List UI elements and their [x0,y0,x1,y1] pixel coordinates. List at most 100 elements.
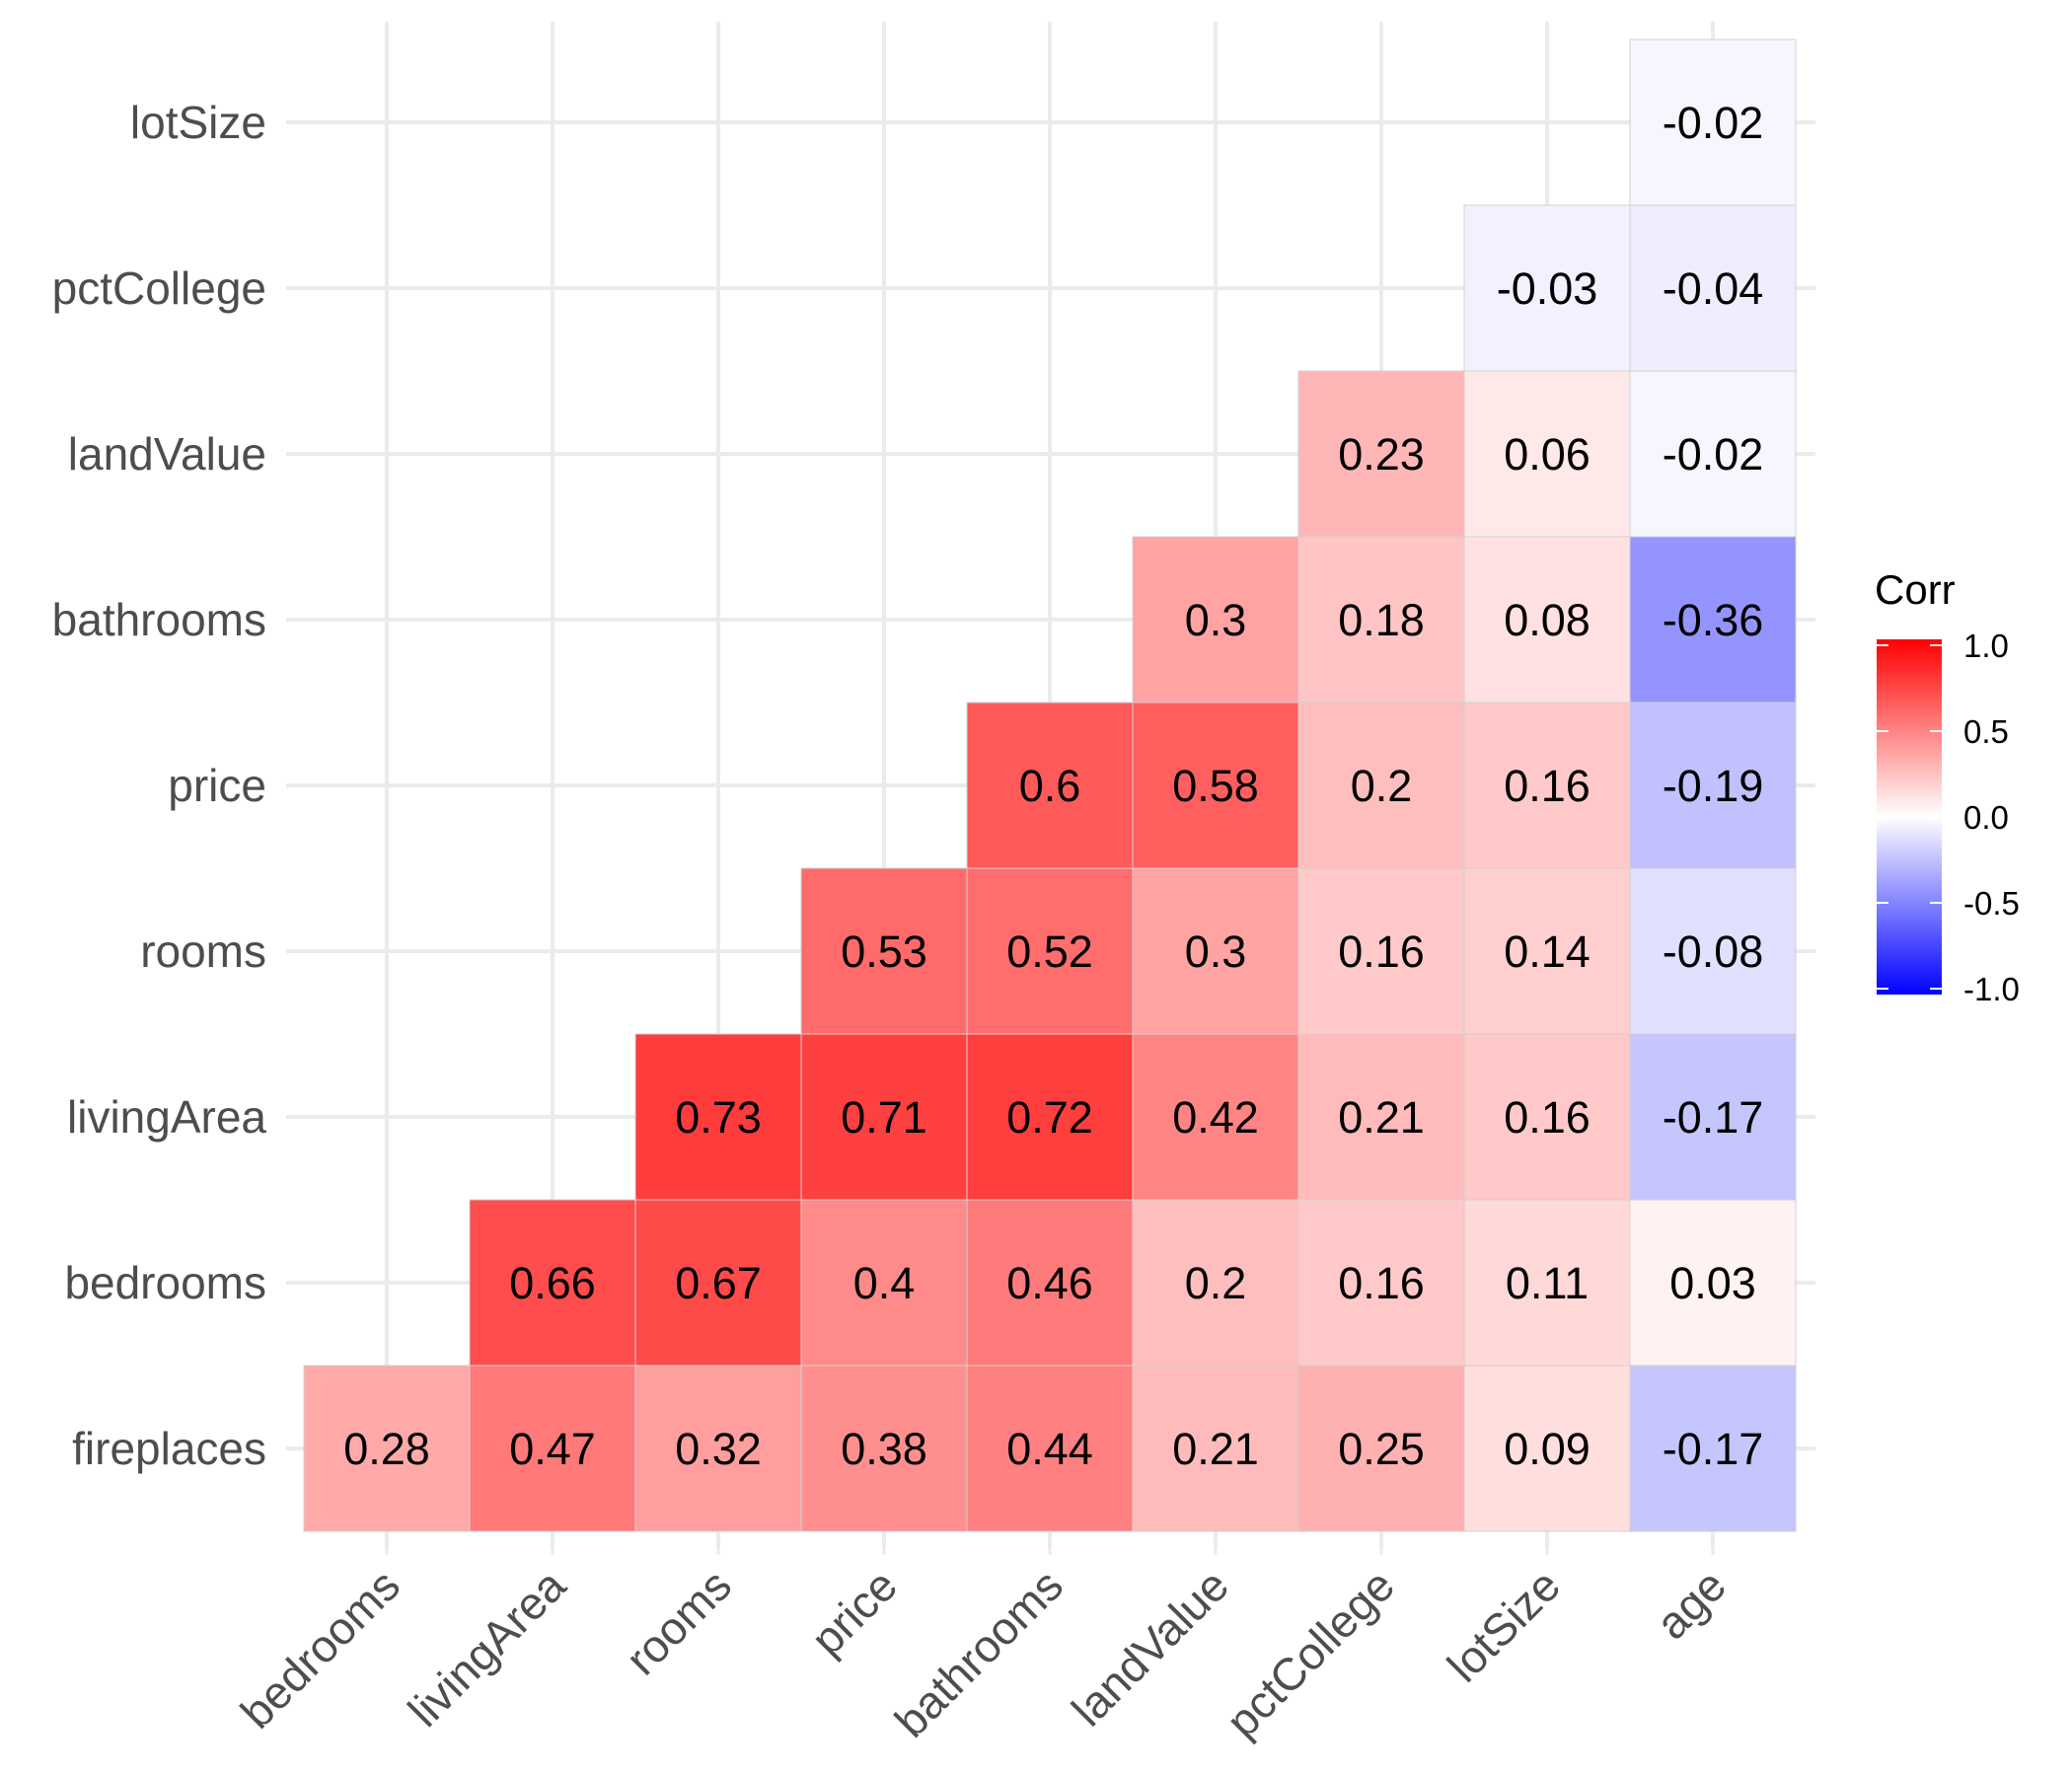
cell-value-label-fireplaces-livingArea: 0.47 [509,1424,596,1474]
heatmap-cell-fireplaces-bathrooms [966,1365,1134,1532]
x-tick-label-price: price [801,1559,907,1665]
heatmap-cell-price-pctCollege [1297,702,1465,869]
heatmap-cell-livingArea-rooms [634,1033,802,1201]
cell-value-label-fireplaces-bathrooms: 0.44 [1006,1424,1093,1474]
heatmap-cell-bathrooms-age [1629,536,1797,703]
cell-value-label-fireplaces-price: 0.38 [841,1424,927,1474]
y-tick-label-rooms: rooms [140,925,266,977]
cell-value-label-rooms-bathrooms: 0.52 [1006,926,1093,977]
cell-value-label-livingArea-landValue: 0.42 [1172,1092,1259,1143]
cell-value-label-livingArea-pctCollege: 0.21 [1338,1092,1425,1143]
cell-value-label-livingArea-age: -0.17 [1663,1092,1764,1143]
heatmap-cell-bathrooms-landValue [1132,536,1299,703]
heatmap-cell-bedrooms-livingArea [469,1199,636,1367]
cell-value-label-fireplaces-lotSize: 0.09 [1504,1424,1591,1474]
cell-value-label-lotSize-age: -0.02 [1663,98,1764,148]
heatmap-cell-fireplaces-bedrooms [303,1365,471,1532]
legend-ticks: 1.0 0.5 0.0 -0.5 -1.0 [1877,628,2020,1007]
heatmap-cell-fireplaces-age [1629,1365,1797,1532]
x-tick-label-bedrooms: bedrooms [231,1559,409,1738]
heatmap-cell-livingArea-lotSize [1463,1033,1631,1201]
cell-value-label-price-bathrooms: 0.6 [1019,761,1081,811]
heatmap-cell-landValue-age [1629,370,1797,538]
legend-tick-label-0: 1.0 [1963,628,2009,664]
heatmap-cell-pctCollege-age [1629,204,1797,372]
cell-value-label-fireplaces-pctCollege: 0.25 [1338,1424,1425,1474]
y-tick-label-pctCollege: pctCollege [52,262,266,314]
cell-value-label-fireplaces-rooms: 0.32 [675,1424,762,1474]
cell-value-label-price-pctCollege: 0.2 [1351,761,1413,811]
x-tick-label-pctCollege: pctCollege [1217,1559,1404,1746]
heatmap-cell-fireplaces-price [800,1365,968,1532]
heatmap-cell-price-lotSize [1463,702,1631,869]
color-legend: Corr 1.0 0.5 0.0 -0.5 -1.0 [1875,566,2020,1007]
y-tick-label-lotSize: lotSize [130,97,266,148]
heatmap-cell-rooms-landValue [1132,867,1299,1035]
cell-value-label-fireplaces-bedrooms: 0.28 [343,1424,430,1474]
heatmap-cell-livingArea-landValue [1132,1033,1299,1201]
cell-value-label-bedrooms-age: 0.03 [1669,1258,1756,1308]
y-tick-label-livingArea: livingArea [67,1091,266,1143]
cell-value-label-bathrooms-pctCollege: 0.18 [1338,595,1425,645]
y-tick-label-landValue: landValue [68,428,266,480]
cell-value-label-pctCollege-lotSize: -0.03 [1497,263,1598,314]
cell-value-label-landValue-pctCollege: 0.23 [1338,429,1425,480]
legend-tick-label-1: 0.5 [1963,713,2009,750]
cell-value-label-bathrooms-lotSize: 0.08 [1504,595,1591,645]
heatmap-cell-price-age [1629,702,1797,869]
cell-value-label-livingArea-bathrooms: 0.72 [1006,1092,1093,1143]
heatmap-cell-fireplaces-pctCollege [1297,1365,1465,1532]
heatmap-cell-bathrooms-pctCollege [1297,536,1465,703]
x-tick-label-lotSize: lotSize [1438,1559,1570,1691]
heatmap-cell-bedrooms-pctCollege [1297,1199,1465,1367]
heatmap-cell-bathrooms-lotSize [1463,536,1631,703]
heatmap-cell-pctCollege-lotSize [1463,204,1631,372]
x-tick-label-livingArea: livingArea [398,1559,575,1737]
cell-value-label-bedrooms-pctCollege: 0.16 [1338,1258,1425,1308]
cell-value-label-fireplaces-landValue: 0.21 [1172,1424,1259,1474]
cell-value-label-bathrooms-age: -0.36 [1663,595,1764,645]
heatmap-cell-bedrooms-age [1629,1199,1797,1367]
y-tick-label-price: price [168,760,266,811]
heatmap-cell-livingArea-bathrooms [966,1033,1134,1201]
heatmap-cell-price-landValue [1132,702,1299,869]
legend-tick-label-3: -0.5 [1963,885,2020,922]
heatmap-cell-bedrooms-lotSize [1463,1199,1631,1367]
heatmap-cell-fireplaces-landValue [1132,1365,1299,1532]
cell-value-label-landValue-lotSize: 0.06 [1504,429,1591,480]
cell-value-label-livingArea-price: 0.71 [841,1092,927,1143]
cell-value-label-pctCollege-age: -0.04 [1663,263,1764,314]
heatmap-cell-bedrooms-landValue [1132,1199,1299,1367]
heatmap-cell-rooms-pctCollege [1297,867,1465,1035]
heatmap-cell-price-bathrooms [966,702,1134,869]
y-tick-label-bedrooms: bedrooms [64,1257,266,1308]
y-tick-label-fireplaces: fireplaces [72,1423,266,1474]
y-tick-label-bathrooms: bathrooms [52,594,266,645]
legend-tick-label-2: 0.0 [1963,799,2009,836]
heatmap-cell-lotSize-age [1629,38,1797,206]
heatmap-cell-fireplaces-rooms [634,1365,802,1532]
cell-value-label-rooms-landValue: 0.3 [1185,926,1247,977]
cell-value-label-bedrooms-bathrooms: 0.46 [1006,1258,1093,1308]
cell-value-label-fireplaces-age: -0.17 [1663,1424,1764,1474]
x-tick-label-age: age [1646,1559,1736,1649]
cell-value-label-price-lotSize: 0.16 [1504,761,1591,811]
x-tick-label-landValue: landValue [1062,1559,1238,1736]
cell-value-label-landValue-age: -0.02 [1663,429,1764,480]
cell-value-label-livingArea-lotSize: 0.16 [1504,1092,1591,1143]
cell-value-label-bedrooms-rooms: 0.67 [675,1258,762,1308]
cell-value-label-price-landValue: 0.58 [1172,761,1259,811]
x-tick-label-rooms: rooms [616,1559,741,1684]
heatmap-cell-bedrooms-price [800,1199,968,1367]
heatmap-cell-bedrooms-bathrooms [966,1199,1134,1367]
heatmap-cell-fireplaces-lotSize [1463,1365,1631,1532]
cell-value-label-bedrooms-lotSize: 0.11 [1506,1258,1589,1308]
heatmap-cells: 0.28 0.47 0.32 0.38 0.44 0.21 0.25 0.09 -0.17 0.6… [303,38,1797,1532]
cell-value-label-rooms-pctCollege: 0.16 [1338,926,1425,977]
heatmap-cell-landValue-lotSize [1463,370,1631,538]
cell-value-label-rooms-age: -0.08 [1663,926,1764,977]
cell-value-label-rooms-price: 0.53 [841,926,927,977]
